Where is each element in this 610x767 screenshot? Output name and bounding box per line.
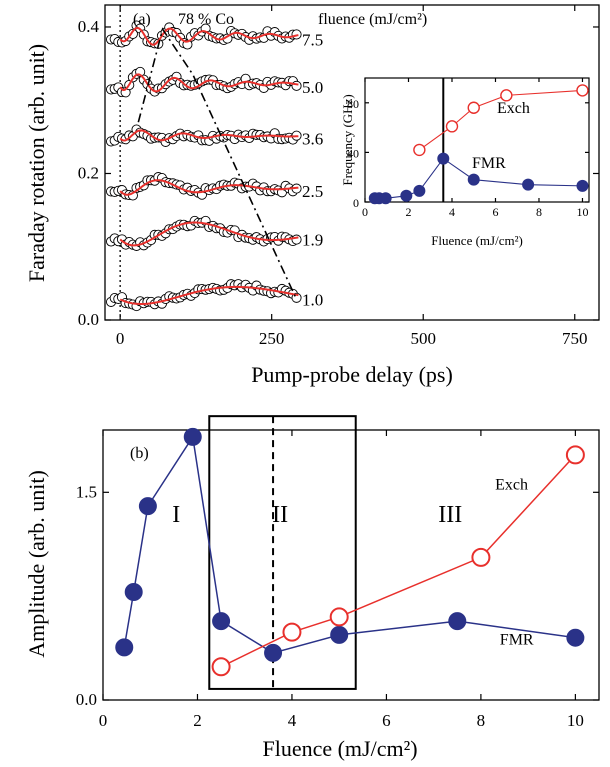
- panel-b-label: (b): [130, 445, 149, 462]
- fit-line: [119, 285, 299, 305]
- panel-b-x-title: Fluence (mJ/cm²): [262, 736, 417, 761]
- panel-a-x-tick-label: 0: [116, 329, 125, 348]
- fit-line: [119, 179, 299, 196]
- point-exch: [471, 547, 491, 567]
- inset-point-fmr: [400, 189, 413, 202]
- point-fmr: [212, 612, 231, 631]
- panel-a-y-tick-label: 0.2: [78, 163, 99, 182]
- panel-a-label: (a): [133, 11, 151, 28]
- trace-point: [291, 80, 302, 91]
- panel-b-y-tick-label: 0.0: [76, 690, 97, 709]
- inset-ticks: 0 2 4 6 8 10 0 40 80: [347, 78, 589, 219]
- inset: 0 2 4 6 8 10 0 40 80 Exch FMR Fluence (mJ/cm²) F…: [340, 77, 590, 248]
- panel-a-x-tick-label: 250: [259, 329, 285, 348]
- fit-line: [119, 129, 299, 142]
- inset-point-fmr: [576, 179, 589, 192]
- fluence-label: 2.5: [302, 182, 323, 201]
- fluence-label: 7.5: [302, 30, 323, 49]
- panel-a-y-tick-label: 0.0: [78, 310, 99, 329]
- panel-b-x-tick-label: 8: [477, 711, 486, 730]
- inset-point-fmr: [467, 173, 480, 186]
- inset-point-exch: [445, 120, 459, 133]
- point-exch: [329, 607, 349, 627]
- panel-a-frame: [104, 4, 600, 321]
- point-exch: [211, 657, 231, 677]
- point-fmr: [183, 427, 202, 446]
- trace-point: [291, 234, 302, 245]
- point-fmr: [566, 628, 585, 647]
- region-ii-box: [208, 415, 357, 690]
- panel-b-ticks: 0 2 4 6 8 10 0.0 1.5: [76, 430, 599, 730]
- fluence-label: 3.6: [302, 129, 323, 148]
- inset-data: [368, 78, 589, 205]
- inset-y-tick-label: 80: [347, 97, 359, 111]
- inset-point-fmr: [413, 184, 426, 197]
- panel-a-x-title: Pump-probe delay (ps): [251, 362, 453, 387]
- inset-x-title: Fluence (mJ/cm²): [431, 233, 523, 248]
- inset-x-tick-label: 0: [362, 205, 368, 219]
- region-label: II: [272, 502, 288, 528]
- inset-x-tick-label: 10: [576, 205, 588, 219]
- inset-point-exch: [500, 89, 513, 102]
- panel-b-x-tick-label: 6: [382, 711, 391, 730]
- panel-b-frame: [102, 429, 600, 701]
- panel-b-y-tick-label: 1.5: [76, 482, 97, 501]
- point-fmr: [124, 583, 143, 601]
- inset-x-tick-label: 2: [405, 205, 411, 219]
- panel-a-legend-title: fluence (mJ/cm²): [318, 11, 427, 28]
- region-label: I: [172, 502, 180, 528]
- panel-a-sample-label: 78 % Co: [178, 11, 234, 28]
- point-exch: [282, 622, 302, 642]
- panel-b-x-tick-label: 10: [567, 711, 584, 730]
- panel-a-y-title: Faraday rotation (arb. unit): [24, 44, 49, 282]
- panel-a: 0 250 500 750 0.0 0.2 0.4 7.5 5.0 3.6 2.5 1.9 1.0 (…: [24, 4, 600, 387]
- inset-y-tick-label: 40: [347, 146, 359, 160]
- region-label: III: [438, 502, 462, 528]
- inset-point-exch: [576, 84, 589, 97]
- inset-x-tick-label: 4: [449, 205, 455, 219]
- fit-line: [119, 221, 299, 247]
- panel-a-x-tick-label: 500: [410, 329, 436, 348]
- point-exch: [565, 445, 585, 465]
- point-fmr: [138, 497, 157, 516]
- panel-a-data: 7.5 5.0 3.6 2.5 1.9 1.0: [106, 5, 323, 320]
- point-fmr: [264, 643, 283, 662]
- inset-point-fmr: [522, 178, 535, 191]
- inset-fmr-label: FMR: [472, 155, 506, 172]
- inset-point-exch: [467, 101, 480, 114]
- inset-x-tick-label: 6: [492, 205, 498, 219]
- point-fmr: [115, 638, 134, 657]
- inset-y-title: Frequency (GHz): [340, 94, 355, 185]
- panel-a-y-tick-label: 0.4: [78, 17, 100, 36]
- inset-point-exch: [413, 143, 426, 157]
- inset-point-fmr: [379, 192, 392, 205]
- fit-line: [119, 26, 299, 46]
- inset-y-tick-label: 0: [353, 196, 359, 210]
- panel-a-ticks: 0 250 500 750 0.0 0.2 0.4: [78, 5, 599, 348]
- panel-b-x-tick-label: 0: [99, 711, 108, 730]
- fit-line: [119, 73, 299, 93]
- point-fmr: [448, 612, 467, 631]
- panel-a-x-tick-label: 750: [562, 329, 588, 348]
- fluence-label: 1.0: [302, 290, 323, 309]
- inset-point-fmr: [437, 152, 450, 165]
- inset-x-tick-label: 8: [536, 205, 542, 219]
- series-label: Exch: [495, 477, 528, 494]
- peak-guide-line: [137, 27, 297, 299]
- panel-b-x-tick-label: 4: [288, 711, 297, 730]
- inset-exch-label: Exch: [497, 100, 530, 117]
- panel-b-x-tick-label: 2: [193, 711, 202, 730]
- point-fmr: [330, 625, 349, 644]
- series-label: FMR: [500, 632, 534, 649]
- series-line-fmr: [123, 434, 576, 654]
- panel-b-y-title: Amplitude (arb. unit): [24, 470, 49, 658]
- fluence-label: 1.9: [302, 230, 323, 249]
- fluence-label: 5.0: [302, 78, 323, 97]
